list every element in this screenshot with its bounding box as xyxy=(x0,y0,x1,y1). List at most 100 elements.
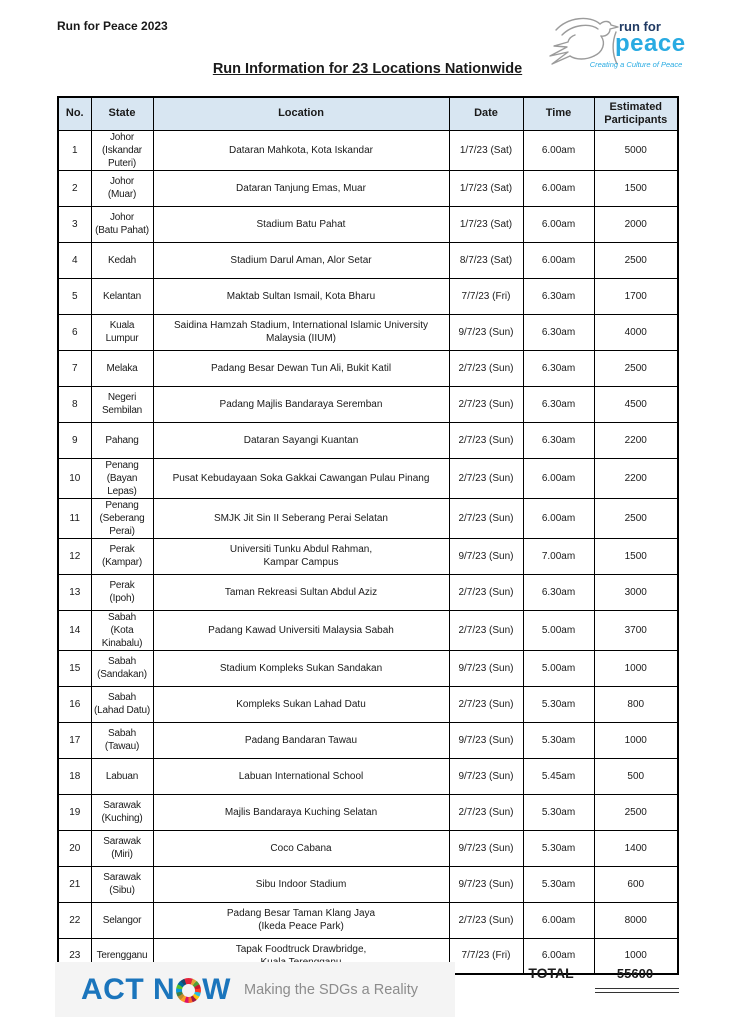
cell-date: 7/7/23 (Fri) xyxy=(448,277,524,315)
col-header-location: Location xyxy=(152,96,450,131)
table-row: 11 Penang (Seberang Perai) SMJK Jit Sin … xyxy=(57,497,679,539)
cell-participants: 1000 xyxy=(593,721,679,759)
cell-location: Padang Kawad Universiti Malaysia Sabah xyxy=(152,609,450,651)
cell-participants: 4500 xyxy=(593,385,679,423)
col-header-state: State xyxy=(90,96,154,131)
table-row: 7 Melaka Padang Besar Dewan Tun Ali, Buk… xyxy=(57,349,679,387)
total-label: TOTAL xyxy=(528,965,574,981)
table-row: 14 Sabah (Kota Kinabalu) Padang Kawad Un… xyxy=(57,609,679,651)
cell-state: Perak (Kampar) xyxy=(90,537,154,575)
cell-date: 2/7/23 (Sun) xyxy=(448,349,524,387)
cell-participants: 5000 xyxy=(593,129,679,171)
cell-no: 7 xyxy=(57,349,92,387)
cell-state: Sarawak (Sibu) xyxy=(90,865,154,903)
cell-no: 5 xyxy=(57,277,92,315)
cell-date: 7/7/23 (Fri) xyxy=(448,937,524,975)
cell-location: Maktab Sultan Ismail, Kota Bharu xyxy=(152,277,450,315)
cell-state: Selangor xyxy=(90,901,154,939)
cell-location: Dataran Mahkota, Kota Iskandar xyxy=(152,129,450,171)
cell-location: Dataran Sayangi Kuantan xyxy=(152,421,450,459)
cell-no: 18 xyxy=(57,757,92,795)
cell-time: 5.30am xyxy=(522,793,595,831)
cell-time: 5.30am xyxy=(522,829,595,867)
cell-participants: 2500 xyxy=(593,793,679,831)
cell-no: 13 xyxy=(57,573,92,611)
cell-state: Penang (Seberang Perai) xyxy=(90,497,154,539)
cell-location: Majlis Bandaraya Kuching Selatan xyxy=(152,793,450,831)
cell-date: 9/7/23 (Sun) xyxy=(448,757,524,795)
cell-participants: 2500 xyxy=(593,241,679,279)
cell-state: Kedah xyxy=(90,241,154,279)
cell-state: Kelantan xyxy=(90,277,154,315)
cell-location: Universiti Tunku Abdul Rahman, Kampar Ca… xyxy=(152,537,450,575)
act-now-banner: ACT N W Making the SDGs a Reality xyxy=(55,962,455,1017)
cell-date: 1/7/23 (Sat) xyxy=(448,129,524,171)
cell-no: 10 xyxy=(57,457,92,499)
cell-time: 6.30am xyxy=(522,313,595,351)
cell-no: 3 xyxy=(57,205,92,243)
cell-time: 5.30am xyxy=(522,685,595,723)
logo-text-run-for: run for xyxy=(619,19,661,34)
table-row: 9 Pahang Dataran Sayangi Kuantan 2/7/23 … xyxy=(57,421,679,459)
total-value: 55600 xyxy=(616,966,654,981)
cell-participants: 1000 xyxy=(593,649,679,687)
cell-participants: 1700 xyxy=(593,277,679,315)
cell-participants: 1500 xyxy=(593,537,679,575)
cell-participants: 2200 xyxy=(593,421,679,459)
cell-location: Dataran Tanjung Emas, Muar xyxy=(152,169,450,207)
table-row: 21 Sarawak (Sibu) Sibu Indoor Stadium 9/… xyxy=(57,865,679,903)
cell-time: 6.00am xyxy=(522,205,595,243)
cell-participants: 2500 xyxy=(593,497,679,539)
cell-participants: 2200 xyxy=(593,457,679,499)
table-row: 8 Negeri Sembilan Padang Majlis Bandaray… xyxy=(57,385,679,423)
cell-time: 6.00am xyxy=(522,457,595,499)
cell-location: Stadium Darul Aman, Alor Setar xyxy=(152,241,450,279)
cell-location: Padang Majlis Bandaraya Seremban xyxy=(152,385,450,423)
cell-no: 11 xyxy=(57,497,92,539)
table-row: 3 Johor (Batu Pahat) Stadium Batu Pahat … xyxy=(57,205,679,243)
col-header-participants: Estimated Participants xyxy=(593,96,679,131)
cell-location: Stadium Kompleks Sukan Sandakan xyxy=(152,649,450,687)
cell-no: 17 xyxy=(57,721,92,759)
cell-time: 6.00am xyxy=(522,901,595,939)
cell-no: 4 xyxy=(57,241,92,279)
cell-location: Stadium Batu Pahat xyxy=(152,205,450,243)
cell-no: 8 xyxy=(57,385,92,423)
cell-time: 6.30am xyxy=(522,573,595,611)
cell-date: 2/7/23 (Sun) xyxy=(448,457,524,499)
cell-state: Penang (Bayan Lepas) xyxy=(90,457,154,499)
logo-tagline: Creating a Culture of Peace xyxy=(589,60,683,69)
cell-location: Pusat Kebudayaan Soka Gakkai Cawangan Pu… xyxy=(152,457,450,499)
cell-state: Labuan xyxy=(90,757,154,795)
cell-location: Saidina Hamzah Stadium, International Is… xyxy=(152,313,450,351)
cell-date: 2/7/23 (Sun) xyxy=(448,793,524,831)
document-header: Run for Peace 2023 xyxy=(57,19,168,33)
table-row: 22 Selangor Padang Besar Taman Klang Jay… xyxy=(57,901,679,939)
cell-participants: 1500 xyxy=(593,169,679,207)
cell-state: Johor (Muar) xyxy=(90,169,154,207)
cell-no: 2 xyxy=(57,169,92,207)
cell-no: 15 xyxy=(57,649,92,687)
run-info-table: No. State Location Date Time Estimated P… xyxy=(57,96,679,975)
cell-time: 6.00am xyxy=(522,497,595,539)
table-row: 12 Perak (Kampar) Universiti Tunku Abdul… xyxy=(57,537,679,575)
cell-time: 6.30am xyxy=(522,385,595,423)
cell-no: 12 xyxy=(57,537,92,575)
dove-icon xyxy=(549,17,619,65)
col-header-date: Date xyxy=(448,96,524,131)
table-row: 18 Labuan Labuan International School 9/… xyxy=(57,757,679,795)
cell-state: Johor (Iskandar Puteri) xyxy=(90,129,154,171)
table-row: 20 Sarawak (Miri) Coco Cabana 9/7/23 (Su… xyxy=(57,829,679,867)
cell-time: 6.30am xyxy=(522,421,595,459)
page-title: Run Information for 23 Locations Nationw… xyxy=(212,61,523,77)
cell-no: 6 xyxy=(57,313,92,351)
cell-no: 19 xyxy=(57,793,92,831)
cell-participants: 500 xyxy=(593,757,679,795)
table-row: 13 Perak (Ipoh) Taman Rekreasi Sultan Ab… xyxy=(57,573,679,611)
cell-date: 2/7/23 (Sun) xyxy=(448,685,524,723)
cell-no: 14 xyxy=(57,609,92,651)
cell-date: 2/7/23 (Sun) xyxy=(448,421,524,459)
cell-participants: 800 xyxy=(593,685,679,723)
cell-time: 7.00am xyxy=(522,537,595,575)
